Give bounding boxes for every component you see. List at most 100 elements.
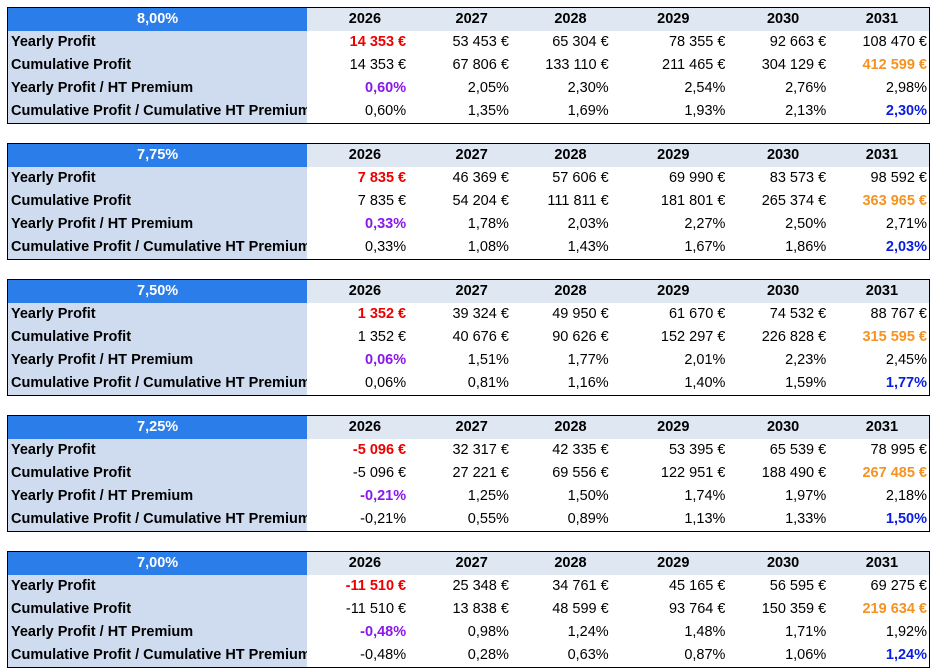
value-cell: 67 806 € bbox=[452, 57, 509, 73]
value-cell: 74 532 € bbox=[769, 306, 827, 322]
scenario-table: 7,75% 2026 2027 2028 2029 2030 2031 Yearly Prof… bbox=[7, 143, 930, 260]
year-header: 2026 bbox=[307, 416, 410, 439]
value-cell: 54 204 € bbox=[452, 193, 509, 209]
value-cell: 1,50% bbox=[567, 488, 609, 504]
value-cell: 1,93% bbox=[684, 103, 726, 119]
value-cell: 0,98% bbox=[467, 624, 509, 640]
value-cell: 83 573 € bbox=[769, 170, 827, 186]
value-cell: 1 352 € bbox=[357, 306, 407, 322]
value-cell: -11 510 € bbox=[345, 601, 407, 617]
row-label: Yearly Profit / HT Premium bbox=[8, 621, 308, 644]
table-row: Cumulative Profit -11 510 € 13 838 € 48 599… bbox=[8, 598, 929, 621]
year-header: 2030 bbox=[725, 416, 827, 439]
year-header: 2026 bbox=[307, 552, 410, 575]
year-header: 2031 bbox=[826, 8, 930, 31]
table-row: Cumulative Profit 14 353 € 67 806 € 133 110… bbox=[8, 54, 929, 77]
row-label: Yearly Profit bbox=[8, 575, 308, 598]
value-cell: 0,06% bbox=[365, 375, 407, 391]
row-label: Cumulative Profit / Cumulative HT Premiu… bbox=[8, 100, 308, 123]
year-header: 2027 bbox=[409, 280, 509, 303]
value-cell: 150 359 € bbox=[761, 601, 827, 617]
rate-header: 8,00% bbox=[8, 8, 308, 31]
value-cell: 69 990 € bbox=[668, 170, 726, 186]
value-cell: 1,50% bbox=[885, 511, 927, 527]
value-cell: 27 221 € bbox=[452, 465, 509, 481]
table-row: Cumulative Profit / Cumulative HT Premiu… bbox=[8, 508, 929, 531]
value-cell: 45 165 € bbox=[668, 578, 726, 594]
value-cell: 40 676 € bbox=[452, 329, 509, 345]
value-cell: 188 490 € bbox=[761, 465, 827, 481]
scenario-table: 7,50% 2026 2027 2028 2029 2030 2031 Yearly Prof… bbox=[7, 279, 930, 396]
table-row: Yearly Profit 1 352 € 39 324 € 49 950 € 61 6… bbox=[8, 303, 929, 326]
row-label: Yearly Profit / HT Premium bbox=[8, 485, 308, 508]
value-cell: 1,33% bbox=[785, 511, 827, 527]
value-cell: 32 317 € bbox=[452, 442, 509, 458]
value-cell: 1,67% bbox=[684, 239, 726, 255]
value-cell: 1,77% bbox=[567, 352, 609, 368]
value-cell: -5 096 € bbox=[352, 465, 407, 481]
row-label: Cumulative Profit bbox=[8, 190, 308, 213]
value-cell: 61 670 € bbox=[668, 306, 726, 322]
value-cell: 2,54% bbox=[684, 80, 726, 96]
value-cell: 1,69% bbox=[567, 103, 609, 119]
value-cell: 69 556 € bbox=[552, 465, 609, 481]
table-row: Yearly Profit -11 510 € 25 348 € 34 761 € 45… bbox=[8, 575, 929, 598]
value-cell: 14 353 € bbox=[349, 57, 407, 73]
value-cell: 2,05% bbox=[467, 80, 509, 96]
value-cell: -0,48% bbox=[360, 624, 407, 640]
table-row: Yearly Profit 7 835 € 46 369 € 57 606 € 69 9… bbox=[8, 167, 929, 190]
value-cell: 90 626 € bbox=[552, 329, 609, 345]
value-cell: 1,16% bbox=[567, 375, 609, 391]
value-cell: 88 767 € bbox=[870, 306, 927, 322]
value-cell: 111 811 € bbox=[547, 193, 609, 209]
value-cell: 1,92% bbox=[885, 624, 927, 640]
value-cell: 2,18% bbox=[885, 488, 927, 504]
value-cell: 1,48% bbox=[684, 624, 726, 640]
table-row: Cumulative Profit -5 096 € 27 221 € 69 556 … bbox=[8, 462, 929, 485]
value-cell: 0,06% bbox=[365, 352, 407, 368]
value-cell: 98 592 € bbox=[870, 170, 927, 186]
year-header: 2028 bbox=[508, 280, 609, 303]
value-cell: 315 595 € bbox=[862, 329, 927, 345]
value-cell: 0,33% bbox=[365, 216, 407, 232]
table-header-row: 7,50% 2026 2027 2028 2029 2030 2031 bbox=[8, 280, 930, 303]
value-cell: 267 485 € bbox=[862, 465, 927, 481]
value-cell: 0,89% bbox=[567, 511, 609, 527]
value-cell: 46 369 € bbox=[452, 170, 509, 186]
value-cell: 363 965 € bbox=[862, 193, 927, 209]
row-label: Yearly Profit bbox=[8, 439, 308, 462]
value-cell: 1,77% bbox=[885, 375, 927, 391]
table-row: Cumulative Profit / Cumulative HT Premiu… bbox=[8, 100, 929, 123]
value-cell: -5 096 € bbox=[352, 442, 407, 458]
value-cell: 1,51% bbox=[467, 352, 509, 368]
row-label: Cumulative Profit / Cumulative HT Premiu… bbox=[8, 372, 308, 395]
value-cell: 412 599 € bbox=[862, 57, 927, 73]
year-header: 2029 bbox=[608, 552, 726, 575]
value-cell: 133 110 € bbox=[545, 57, 609, 73]
value-cell: 265 374 € bbox=[761, 193, 827, 209]
table-header-row: 7,00% 2026 2027 2028 2029 2030 2031 bbox=[8, 552, 930, 575]
year-header: 2027 bbox=[409, 144, 509, 167]
table-row: Cumulative Profit 1 352 € 40 676 € 90 626 €… bbox=[8, 326, 929, 349]
table-row: Cumulative Profit / Cumulative HT Premiu… bbox=[8, 372, 929, 395]
value-cell: 226 828 € bbox=[761, 329, 827, 345]
value-cell: 25 348 € bbox=[452, 578, 509, 594]
year-header: 2029 bbox=[608, 8, 726, 31]
value-cell: 2,03% bbox=[885, 239, 927, 255]
row-label: Cumulative Profit bbox=[8, 598, 308, 621]
value-cell: 14 353 € bbox=[349, 34, 407, 50]
table-row: Yearly Profit -5 096 € 32 317 € 42 335 € 53 … bbox=[8, 439, 929, 462]
value-cell: 1,74% bbox=[684, 488, 726, 504]
value-cell: 53 395 € bbox=[668, 442, 726, 458]
table-row: Cumulative Profit / Cumulative HT Premiu… bbox=[8, 236, 929, 259]
value-cell: 1,24% bbox=[885, 647, 927, 663]
row-label: Yearly Profit bbox=[8, 303, 308, 326]
value-cell: 56 595 € bbox=[769, 578, 827, 594]
value-cell: 0,33% bbox=[365, 239, 407, 255]
value-cell: 78 355 € bbox=[668, 34, 726, 50]
year-header: 2031 bbox=[826, 144, 930, 167]
value-cell: 57 606 € bbox=[552, 170, 609, 186]
year-header: 2026 bbox=[307, 280, 410, 303]
row-label: Cumulative Profit / Cumulative HT Premiu… bbox=[8, 508, 308, 531]
scenario-table: 7,00% 2026 2027 2028 2029 2030 2031 Yearly Prof… bbox=[7, 551, 930, 668]
